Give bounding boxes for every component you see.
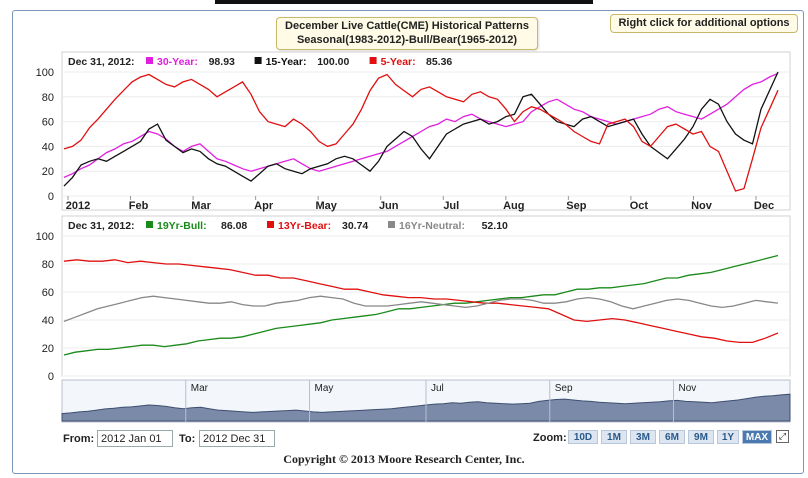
x-tick-label: Nov <box>691 200 713 212</box>
x-tick-label: May <box>315 200 337 212</box>
x-tick-label: Apr <box>254 200 274 212</box>
zoom-max-button[interactable]: MAX <box>742 430 772 444</box>
copyright-text: Copyright © 2013 Moore Research Center, … <box>283 452 525 466</box>
legend-swatch <box>146 57 153 64</box>
series-line-5-year <box>63 73 779 192</box>
legend-series-value: 85.36 <box>426 56 452 68</box>
navigator-month-label: May <box>315 383 334 394</box>
x-tick-label: Aug <box>503 200 524 212</box>
legend-swatch <box>388 221 395 228</box>
y-tick-label: 0 <box>48 371 54 383</box>
legend-series-name: 16Yr-Neutral: <box>399 220 465 232</box>
seasonal-panel: 0 20 40 60 80 100 2012 Feb Mar Apr May Jun Jul Aug Sep… <box>36 51 791 212</box>
legend-date: Dec 31, 2012: <box>68 220 135 232</box>
x-tick-label: Oct <box>630 200 649 212</box>
zoom-label: Zoom: <box>533 432 567 444</box>
chart-title: December Live Cattle(CME) Historical Pat… <box>276 17 538 50</box>
y-tick-label: 20 <box>42 166 54 178</box>
x-tick-label: 2012 <box>66 200 90 212</box>
zoom-3m-button[interactable]: 3M <box>630 430 656 444</box>
y-tick-label: 20 <box>42 343 54 355</box>
y-tick-label: 80 <box>42 259 54 271</box>
y-tick-label: 80 <box>42 92 54 104</box>
legend-series-value: 30.74 <box>342 220 368 232</box>
y-tick-label: 100 <box>36 67 54 79</box>
legend-series-value: 100.00 <box>317 56 349 68</box>
top-edge-bar <box>215 0 593 4</box>
x-tick-label: Feb <box>129 200 149 212</box>
legend-swatch <box>254 57 262 64</box>
x-tick-label: Mar <box>191 200 211 212</box>
legend-date: Dec 31, 2012: <box>68 56 135 68</box>
from-date-input[interactable]: 2012 Jan 01 <box>97 430 173 447</box>
legend-series-value: 52.10 <box>482 220 508 232</box>
chart-title-line1: December Live Cattle(CME) Historical Pat… <box>285 20 529 32</box>
x-tick-label: Jun <box>379 200 399 212</box>
series-line-15-year <box>63 71 779 187</box>
bullbear-plot-area <box>61 215 791 377</box>
series-line-16yr-neutral <box>63 295 779 323</box>
zoom-1y-button[interactable]: 1Y <box>717 430 739 444</box>
legend-series-name: 15-Year: <box>266 56 307 68</box>
right-click-hint[interactable]: Right click for additional options <box>610 14 798 33</box>
zoom-6m-button[interactable]: 6M <box>659 430 685 444</box>
bullbear-panel: 0 20 40 60 80 100 Dec 31, 2012: 19Yr-Bull: 86.0… <box>36 215 791 383</box>
legend-series-name: 13Yr-Bear: <box>278 220 331 232</box>
legend-swatch <box>369 57 377 64</box>
y-tick-label: 60 <box>42 287 54 299</box>
legend-swatch <box>267 221 274 228</box>
legend-series-name: 19Yr-Bull: <box>157 220 207 232</box>
fullscreen-icon[interactable]: ⤢ <box>776 430 789 443</box>
zoom-10d-button[interactable]: 10D <box>568 430 598 444</box>
seasonal-plot-area <box>61 51 791 211</box>
legend-series-name: 5-Year: <box>381 56 416 68</box>
from-label: From: <box>63 433 95 445</box>
series-line-13yr-bear <box>63 259 779 344</box>
y-tick-label: 40 <box>42 315 54 327</box>
x-tick-label: Dec <box>754 200 774 212</box>
navigator[interactable]: Mar May Jul Sep Nov <box>61 379 791 423</box>
navigator-month-label: Sep <box>555 383 573 394</box>
to-date-input[interactable]: 2012 Dec 31 <box>199 430 275 447</box>
y-tick-label: 40 <box>42 141 54 153</box>
x-tick-label: Jul <box>443 200 459 212</box>
navigator-month-label: Jul <box>431 383 444 394</box>
y-tick-label: 0 <box>48 191 54 203</box>
series-line-30-year <box>63 72 779 178</box>
legend-series-value: 98.93 <box>209 56 235 68</box>
to-label: To: <box>179 433 196 445</box>
legend-swatch <box>146 221 153 228</box>
zoom-1m-button[interactable]: 1M <box>601 430 627 444</box>
legend-series-value: 86.08 <box>221 220 247 232</box>
chart-title-line2: Seasonal(1983-2012)-Bull/Bear(1965-2012) <box>296 34 518 46</box>
zoom-9m-button[interactable]: 9M <box>688 430 714 444</box>
y-tick-label: 100 <box>36 231 54 243</box>
navigator-month-label: Mar <box>191 383 209 394</box>
legend-series-name: 30-Year: <box>157 56 198 68</box>
y-tick-label: 60 <box>42 117 54 129</box>
navigator-month-label: Nov <box>679 383 697 394</box>
x-tick-label: Sep <box>566 200 586 212</box>
series-line-19yr-bull <box>63 254 779 356</box>
